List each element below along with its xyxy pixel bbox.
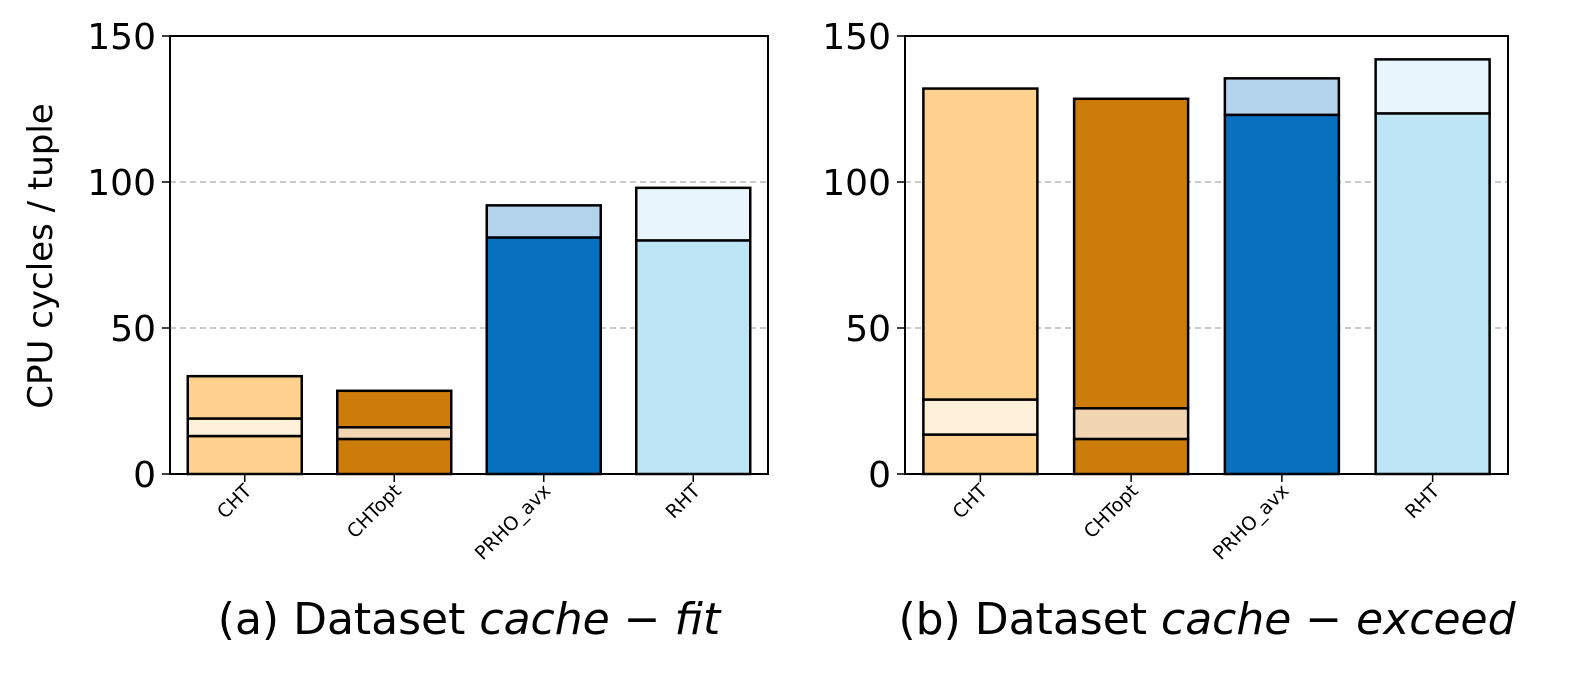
bar-1-cht-segment-2 (186, 374, 303, 420)
bar-1-chtopt-segment-1 (336, 426, 453, 441)
y-tick-label-2-1: 50 (845, 309, 891, 350)
y-tick-label-2-3: 150 (822, 17, 891, 58)
bar-1-cht-segment-0 (186, 434, 303, 476)
y-axis-label: CPU cycles / tuple (21, 103, 61, 408)
bar-2-cht-segment-1 (922, 398, 1039, 436)
y-tick-label-2-2: 100 (822, 163, 891, 204)
x-tick-label-1-0: CHT (213, 480, 257, 524)
x-tick-label-1-3: RHT (662, 480, 705, 523)
y-tick-label-2-0: 0 (868, 455, 891, 496)
bar-2-prho_avx-segment-0 (1223, 113, 1341, 476)
bar-2-prho_avx-segment-1 (1223, 77, 1341, 117)
bar-2-chtopt-segment-2 (1072, 97, 1190, 410)
bar-1-rht-segment-1 (635, 186, 752, 242)
x-tick-label-2-0: CHT (949, 480, 993, 524)
x-tick-label-1-1: CHTopt (343, 480, 406, 543)
x-tick-label-2-1: CHTopt (1080, 480, 1143, 543)
bar-1-prho_avx-segment-1 (485, 204, 602, 239)
bar-2-cht-segment-2 (922, 87, 1039, 401)
bar-1-prho_avx-segment-0 (485, 236, 602, 476)
caption-2: (b) Dataset cache − exceed (898, 594, 1516, 645)
bar-1-rht-segment-0 (635, 239, 752, 476)
bar-1-chtopt-segment-0 (336, 437, 453, 476)
x-tick-label-2-2: PRHO_avx (1209, 480, 1294, 565)
y-tick-label-1-2: 100 (87, 163, 156, 204)
x-tick-label-1-2: PRHO_avx (471, 480, 556, 565)
bar-2-chtopt-segment-1 (1072, 407, 1190, 441)
bar-1-cht-segment-1 (186, 417, 303, 438)
y-tick-label-1-1: 50 (110, 309, 156, 350)
x-tick-label-2-3: RHT (1401, 480, 1444, 523)
bar-2-rht-segment-1 (1374, 58, 1491, 115)
bar-2-chtopt-segment-0 (1072, 437, 1190, 476)
y-tick-label-1-3: 150 (87, 17, 156, 58)
bar-1-chtopt-segment-2 (336, 389, 453, 429)
caption-1: (a) Dataset cache − fit (218, 594, 722, 645)
plot-frame-2 (904, 35, 1509, 475)
bar-2-cht-segment-0 (922, 433, 1039, 476)
plot-frame-1 (169, 35, 769, 475)
y-tick-label-1-0: 0 (133, 455, 156, 496)
bar-2-rht-segment-0 (1374, 112, 1491, 476)
